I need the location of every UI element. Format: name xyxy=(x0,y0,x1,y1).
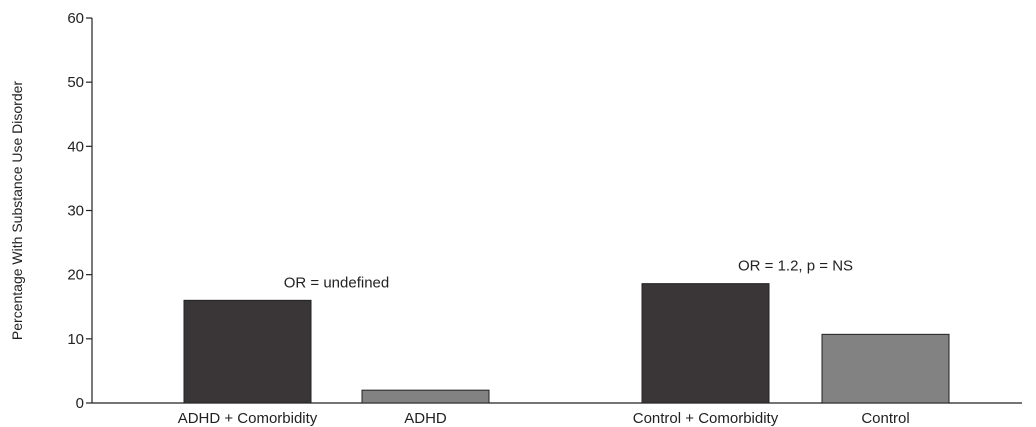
x-category-label: Control + Comorbidity xyxy=(633,410,779,427)
bar xyxy=(183,299,312,404)
y-tick-label: 0 xyxy=(76,395,84,412)
y-axis: 0 10 20 30 40 50 60 xyxy=(67,10,93,412)
annotations-group: OR = undefined OR = 1.2, p = NS xyxy=(284,258,853,292)
y-tick-label: 10 xyxy=(67,331,84,348)
x-category-label: Control xyxy=(861,410,909,427)
y-tick-label: 50 xyxy=(67,74,84,91)
bar xyxy=(641,283,770,404)
y-axis-title: Percentage With Substance Use Disorder xyxy=(9,81,25,340)
x-category-label: ADHD + Comorbidity xyxy=(178,410,318,427)
category-labels: ADHD + Comorbidity ADHD Control + Comorbid… xyxy=(178,410,910,427)
bar xyxy=(821,333,950,404)
y-tick-label: 40 xyxy=(67,138,84,155)
bar xyxy=(361,389,490,404)
y-tick-label: 30 xyxy=(67,203,84,220)
y-tick-label: 20 xyxy=(67,267,84,284)
y-tick-label: 60 xyxy=(67,10,84,27)
x-category-label: ADHD xyxy=(404,410,447,427)
bars-group xyxy=(183,283,950,404)
odds-ratio-annotation: OR = 1.2, p = NS xyxy=(738,258,853,275)
odds-ratio-annotation: OR = undefined xyxy=(284,274,390,291)
